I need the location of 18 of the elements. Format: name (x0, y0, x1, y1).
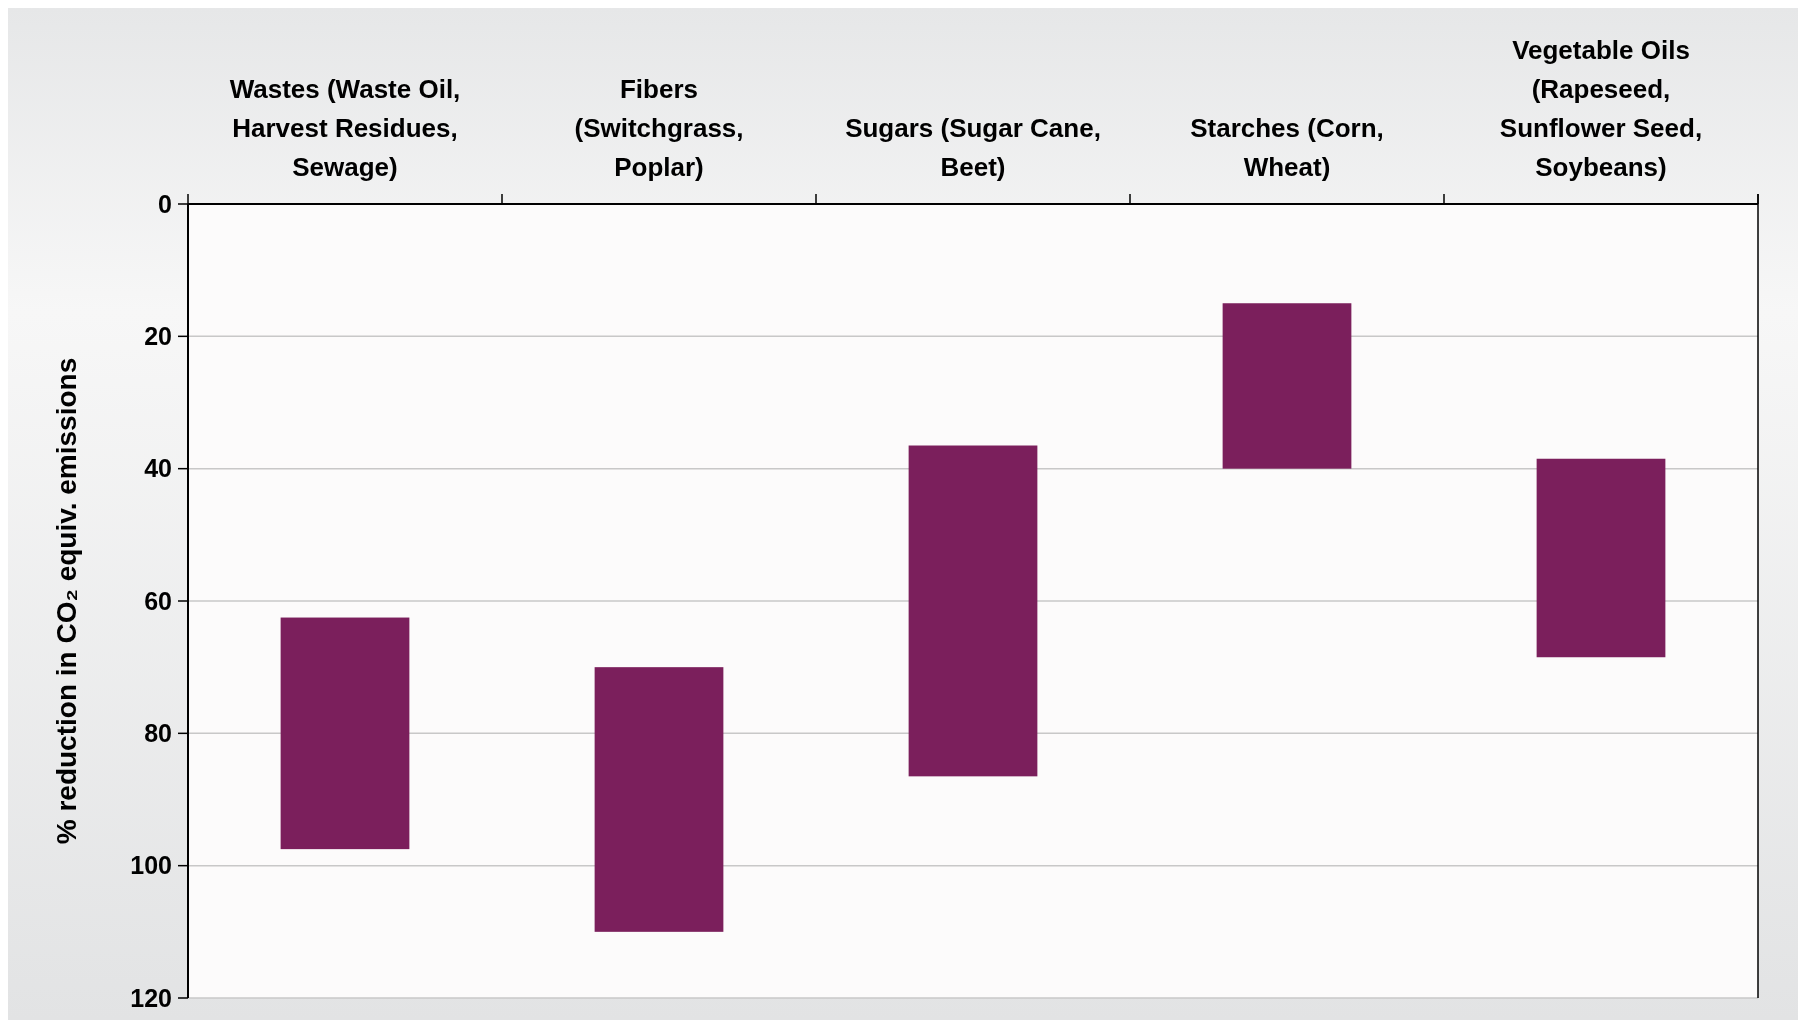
y-axis-title: % reduction in CO₂ equiv. emissions (51, 357, 82, 845)
bar (594, 667, 724, 932)
bar (1222, 303, 1352, 469)
y-tick-label: 100 (130, 851, 172, 880)
x-tick-label: Fibers (Switchgrass, Poplar) (574, 74, 744, 182)
y-tick-label: 80 (144, 719, 172, 748)
y-tick-label: 40 (144, 454, 172, 483)
x-tick-label: Starches (Corn, Wheat) (1190, 113, 1384, 182)
bar (908, 445, 1038, 777)
x-tick-label: Wastes (Waste Oil, Harvest Residues, Sewage) (229, 74, 461, 182)
x-tick-label: Vegetable Oils (Rapeseed, Sunflower Seed, Soybeans) (1499, 35, 1703, 182)
y-tick-label: 0 (158, 189, 172, 218)
bar (280, 617, 410, 850)
y-tick-label: 60 (144, 586, 172, 615)
y-tick-label: 20 (144, 322, 172, 351)
x-tick-label: Sugars (Sugar Cane, Beet) (845, 113, 1101, 182)
y-tick-label: 120 (130, 983, 172, 1012)
bar (1536, 458, 1666, 658)
